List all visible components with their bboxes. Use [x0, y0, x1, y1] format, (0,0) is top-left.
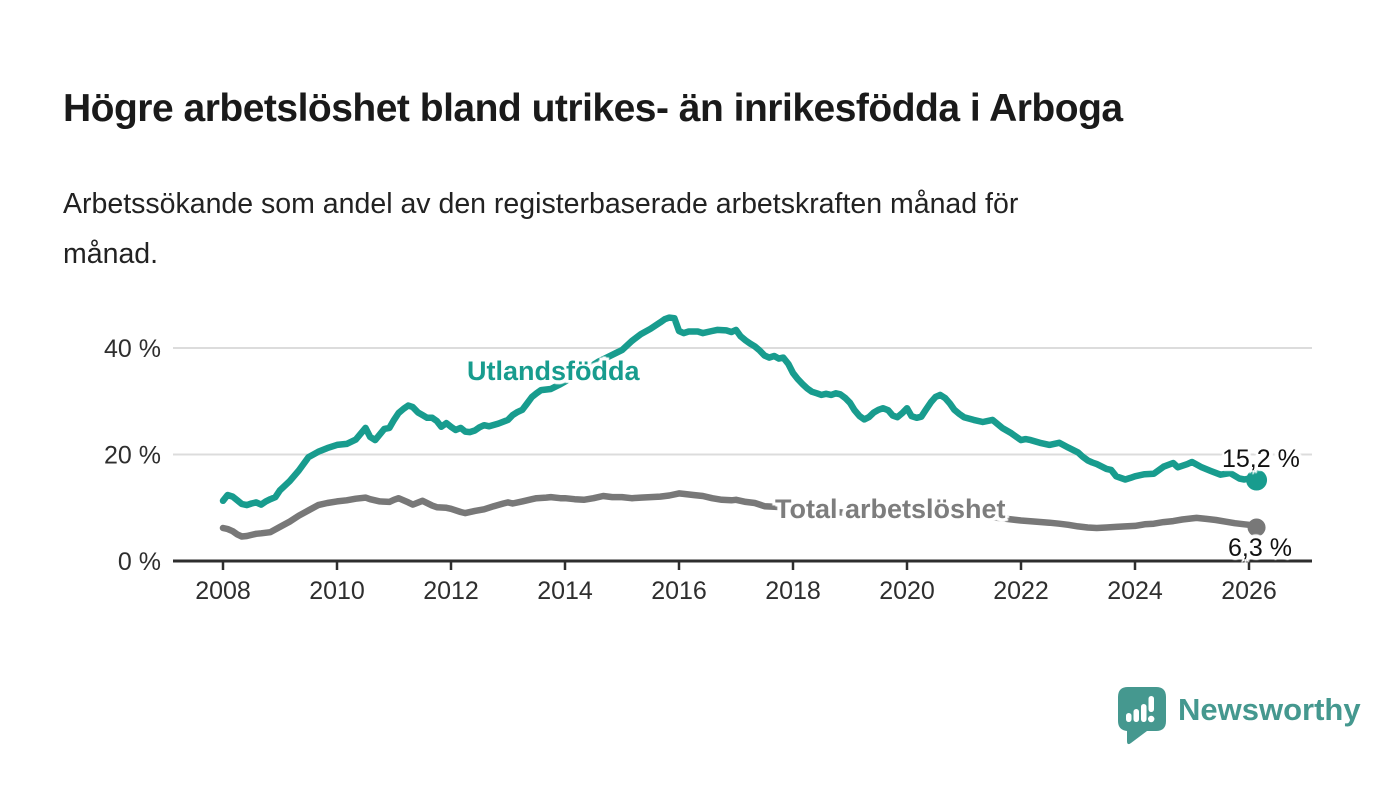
newsworthy-logo: Newsworthy: [1117, 686, 1361, 746]
series-label-total-arbetsloshet: Total arbetslöshet: [775, 494, 1006, 524]
chart-title: Högre arbetslöshet bland utrikes- än inr…: [63, 87, 1123, 131]
newsworthy-logo-icon: [1118, 687, 1166, 745]
end-dot-utlandsfodda: [1246, 469, 1268, 491]
x-tick-label: 2022: [993, 577, 1049, 605]
y-tick-label: 0 %: [118, 548, 161, 576]
series-line-utlandsfodda: [219, 314, 1257, 509]
x-tick-label: 2012: [423, 577, 479, 605]
x-tick-label: 2024: [1107, 577, 1163, 605]
x-tick-label: 2008: [195, 577, 251, 605]
chart-subtitle-line-1: Arbetssökande som andel av den registerb…: [63, 187, 1019, 220]
logo-bar-2: [1133, 709, 1139, 722]
x-tick-label: 2010: [309, 577, 365, 605]
x-tick-label: 2020: [879, 577, 935, 605]
logo-exclamation-dot: [1148, 715, 1155, 723]
end-dot-total: [1247, 518, 1266, 537]
newsworthy-wordmark: Newsworthy: [1178, 692, 1361, 727]
x-tick-label: 2018: [765, 577, 821, 605]
end-value-label-total: 6,3 %: [1228, 534, 1292, 562]
logo-exclamation-bar: [1148, 696, 1154, 712]
y-tick-label: 20 %: [104, 442, 161, 470]
chart-subtitle: Arbetssökande som andel av den registerb…: [63, 179, 1263, 279]
y-tick-label: 40 %: [104, 335, 161, 363]
x-tick-label: 2016: [651, 577, 707, 605]
logo-bar-1: [1126, 713, 1132, 722]
end-value-label-utlandsfodda: 15,2 %: [1222, 445, 1300, 473]
chart-subtitle-line-2: månad.: [63, 237, 159, 270]
x-tick-label: 2026: [1221, 577, 1277, 605]
logo-bar-3: [1141, 704, 1147, 722]
x-tick-label: 2014: [537, 577, 593, 605]
series-line-total: [219, 490, 1257, 540]
series-label-utlandsfodda: Utlandsfödda: [467, 356, 640, 386]
